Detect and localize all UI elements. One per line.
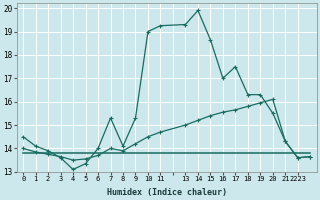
X-axis label: Humidex (Indice chaleur): Humidex (Indice chaleur)	[107, 188, 227, 197]
